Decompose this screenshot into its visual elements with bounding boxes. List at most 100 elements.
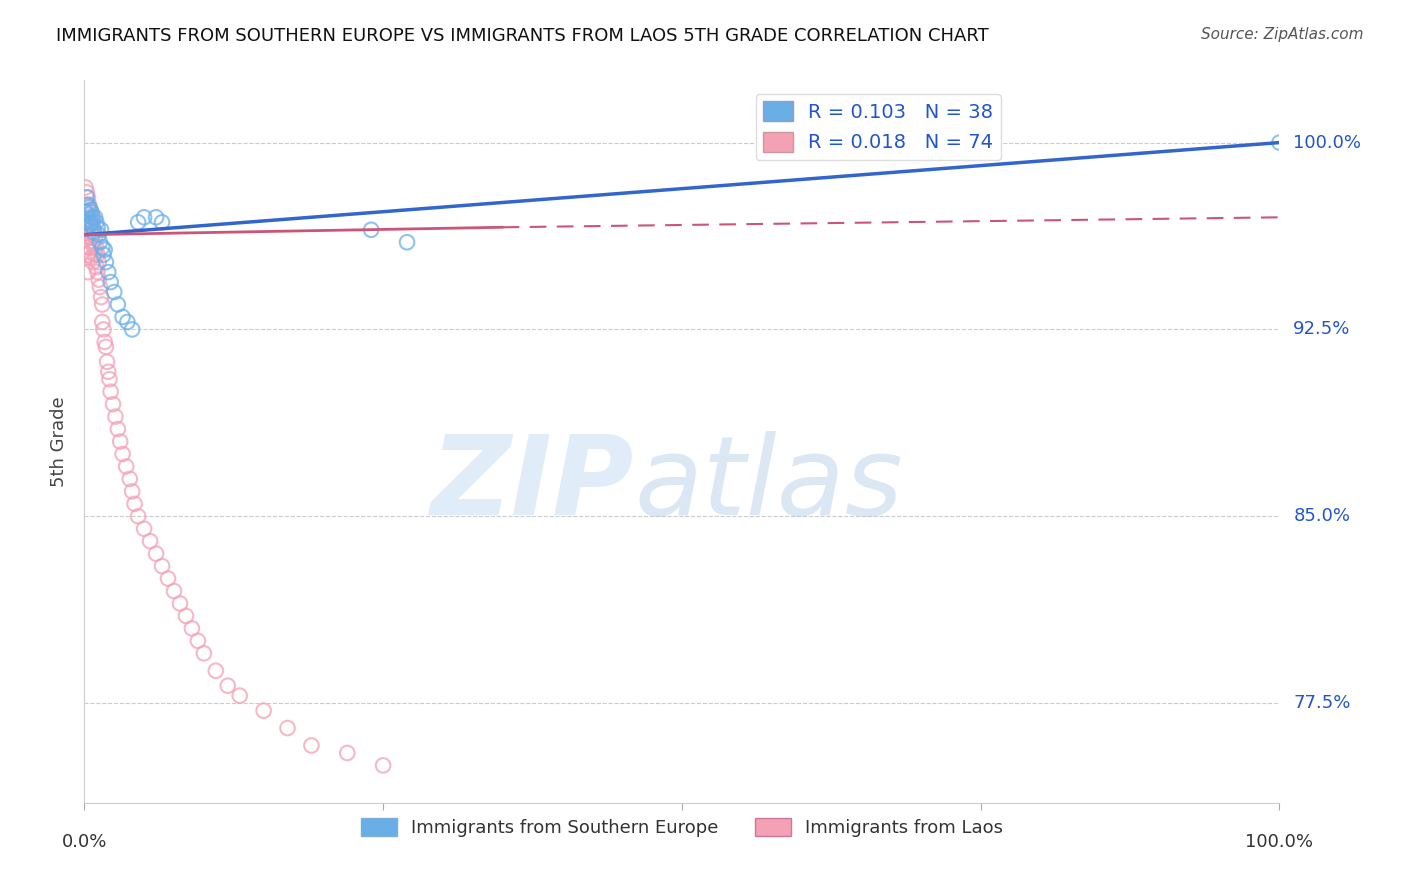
Point <box>115 459 138 474</box>
Point <box>107 422 129 436</box>
Point <box>75 198 97 212</box>
Point <box>132 211 156 225</box>
Point <box>76 190 98 204</box>
Point <box>100 275 122 289</box>
Point <box>82 235 104 250</box>
Text: atlas: atlas <box>634 432 903 539</box>
Point <box>77 265 100 279</box>
Text: Source: ZipAtlas.com: Source: ZipAtlas.com <box>1201 27 1364 42</box>
Point <box>77 198 100 212</box>
Legend: Immigrants from Southern Europe, Immigrants from Laos: Immigrants from Southern Europe, Immigra… <box>353 811 1011 845</box>
Point <box>77 248 100 262</box>
Point <box>89 280 111 294</box>
Point <box>229 689 252 703</box>
Text: 100.0%: 100.0% <box>1246 833 1313 851</box>
Point <box>124 497 146 511</box>
Text: 77.5%: 77.5% <box>1294 694 1351 712</box>
Point <box>76 240 98 254</box>
Point <box>187 633 209 648</box>
Point <box>77 212 100 227</box>
Point <box>127 215 149 229</box>
Point <box>79 202 101 217</box>
Point <box>98 372 121 386</box>
Point <box>75 215 97 229</box>
Point <box>91 315 114 329</box>
Point <box>193 646 215 660</box>
Point <box>117 315 139 329</box>
Point <box>83 240 105 254</box>
Point <box>93 248 115 262</box>
Point <box>94 340 117 354</box>
Point <box>77 208 100 222</box>
Point <box>86 220 108 235</box>
Point <box>76 215 98 229</box>
Point <box>84 230 107 244</box>
Point <box>83 223 105 237</box>
Point <box>93 243 115 257</box>
Point <box>101 397 124 411</box>
Point <box>217 679 239 693</box>
Text: 92.5%: 92.5% <box>1294 320 1351 338</box>
Point <box>118 472 141 486</box>
Y-axis label: 5th Grade: 5th Grade <box>51 396 69 487</box>
Point <box>100 384 122 399</box>
Point <box>127 509 149 524</box>
Point <box>86 260 108 274</box>
Point <box>86 215 108 229</box>
Point <box>90 290 112 304</box>
Point <box>79 225 101 239</box>
Point <box>80 205 103 219</box>
Point <box>82 220 104 235</box>
Point <box>121 322 143 336</box>
Point <box>84 248 107 262</box>
Point <box>103 285 125 299</box>
Text: 0.0%: 0.0% <box>62 833 107 851</box>
Point <box>110 434 132 449</box>
Point <box>77 200 100 214</box>
Point <box>77 190 100 204</box>
Text: ZIP: ZIP <box>430 432 634 539</box>
Point <box>75 205 97 219</box>
Text: 100.0%: 100.0% <box>1294 134 1361 152</box>
Point <box>145 547 167 561</box>
Point <box>87 227 110 242</box>
Point <box>97 365 120 379</box>
Point <box>89 235 111 250</box>
Point <box>80 215 103 229</box>
Point <box>90 223 112 237</box>
Point <box>82 215 104 229</box>
Point <box>87 272 110 286</box>
Point <box>82 255 104 269</box>
Point <box>174 609 197 624</box>
Point <box>107 297 129 311</box>
Point <box>80 250 103 264</box>
Point <box>111 310 134 324</box>
Point <box>150 559 173 574</box>
Point <box>77 230 100 244</box>
Point <box>96 355 118 369</box>
Point <box>336 746 359 760</box>
Point <box>83 225 105 239</box>
Point <box>86 248 108 262</box>
Point <box>87 255 110 269</box>
Point <box>373 758 395 772</box>
Point <box>205 664 228 678</box>
Point <box>76 223 98 237</box>
Point <box>1268 136 1291 150</box>
Point <box>360 223 382 237</box>
Point <box>104 409 127 424</box>
Point <box>79 202 101 217</box>
Point <box>79 218 101 232</box>
Point <box>76 186 98 200</box>
Point <box>86 240 108 254</box>
Point <box>75 180 97 194</box>
Point <box>91 240 114 254</box>
Point <box>77 198 100 212</box>
Point <box>253 704 276 718</box>
Point <box>94 255 117 269</box>
Point <box>139 534 162 549</box>
Point <box>157 572 180 586</box>
Point <box>163 584 186 599</box>
Text: IMMIGRANTS FROM SOUTHERN EUROPE VS IMMIGRANTS FROM LAOS 5TH GRADE CORRELATION CH: IMMIGRANTS FROM SOUTHERN EUROPE VS IMMIG… <box>56 27 988 45</box>
Point <box>121 484 143 499</box>
